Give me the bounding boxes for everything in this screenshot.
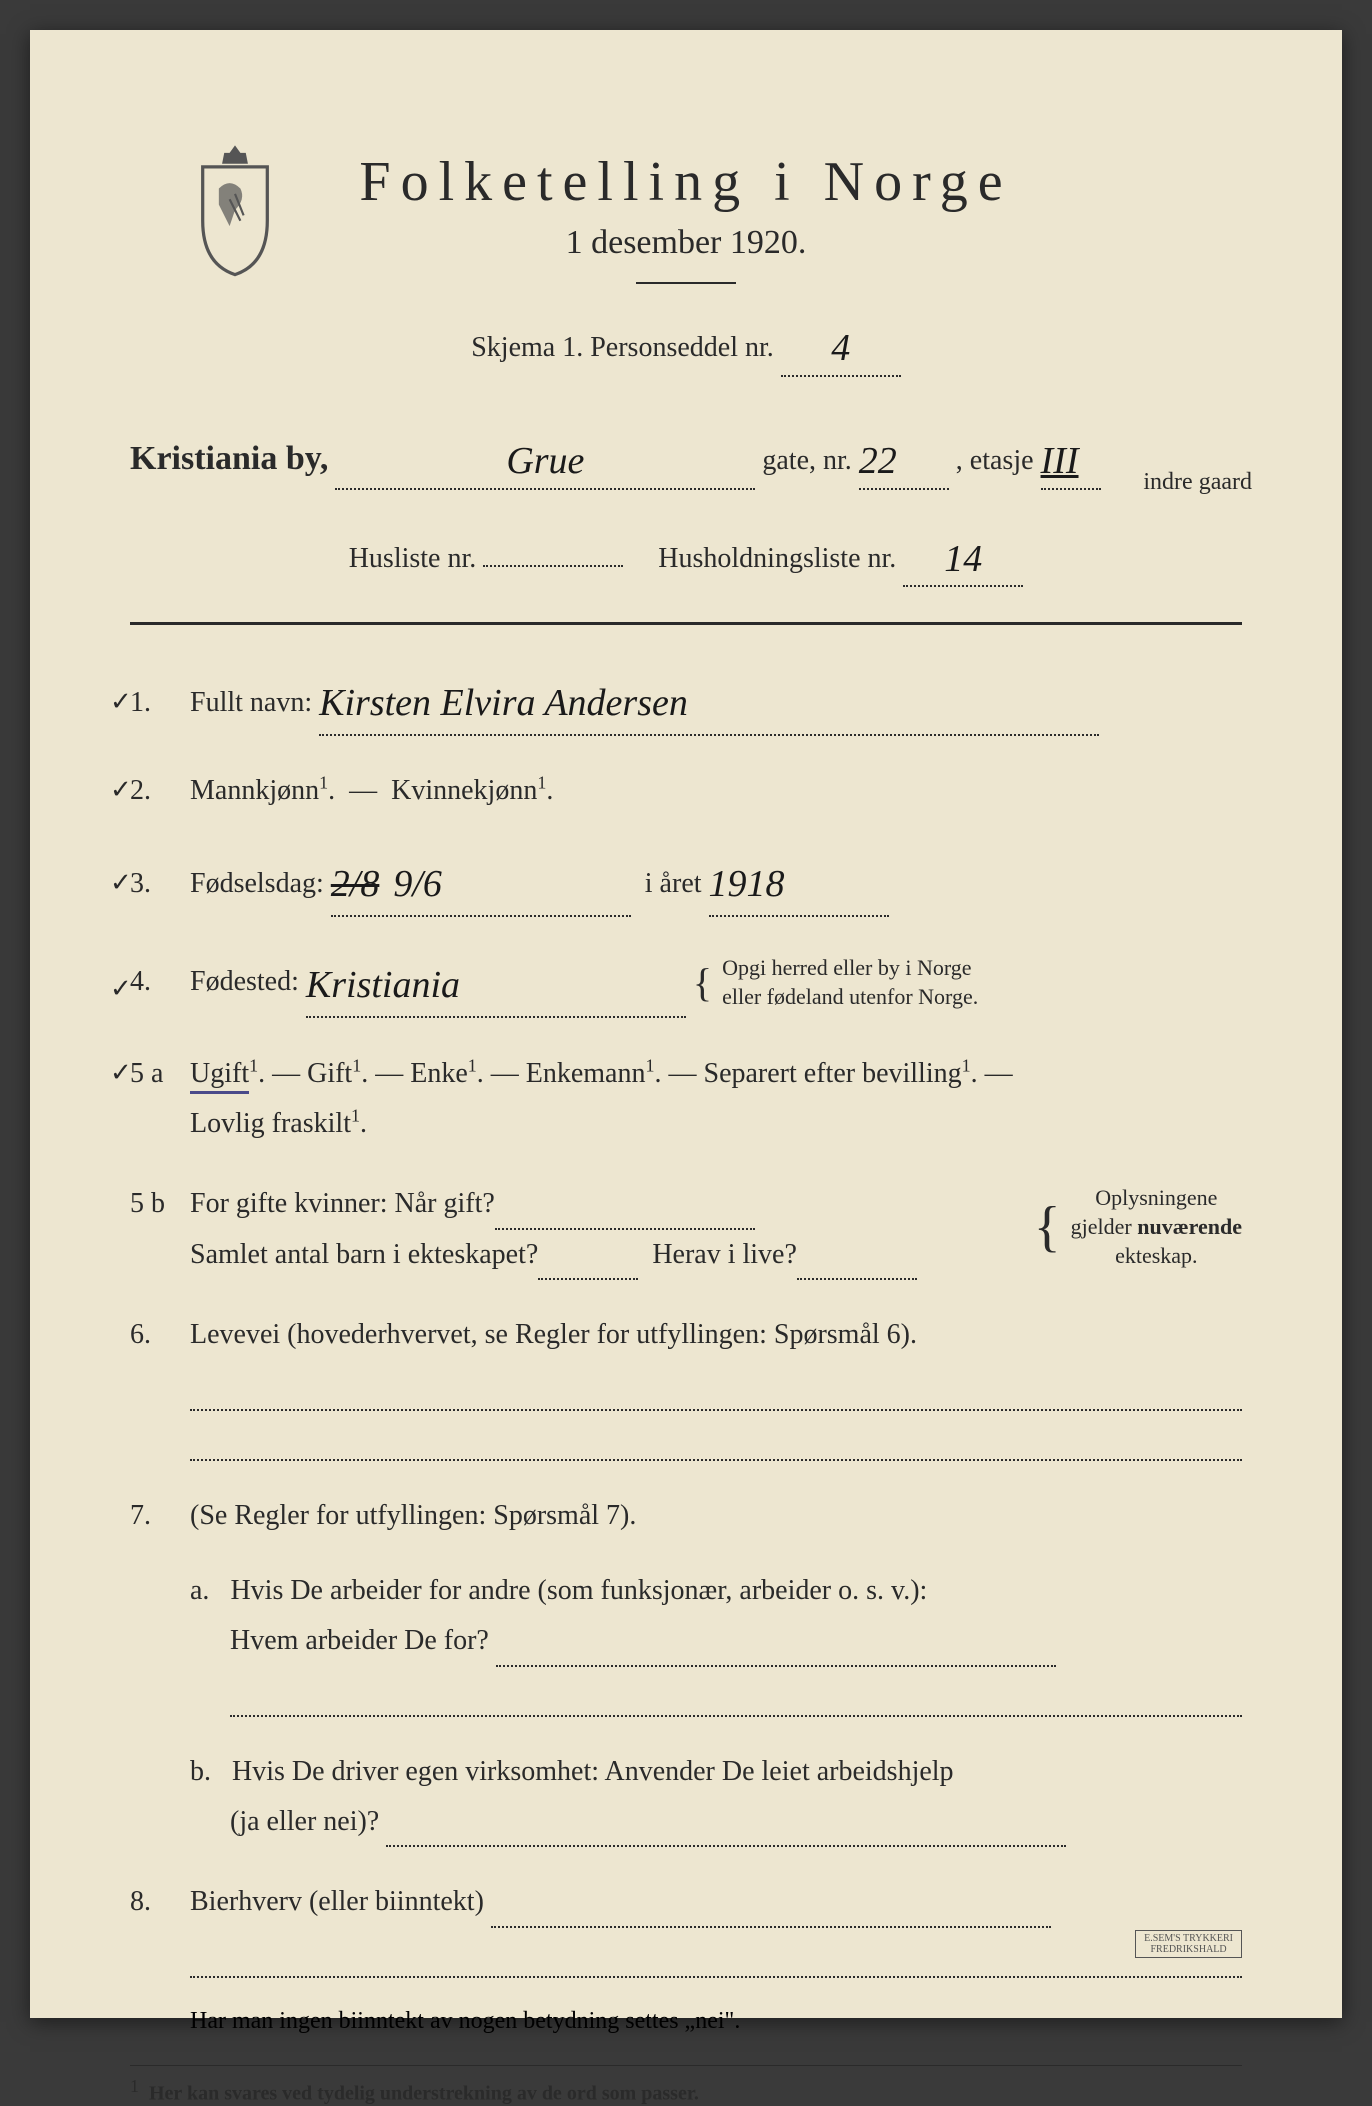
etasje-value: III [1041, 440, 1079, 482]
city-label: Kristiania by, [130, 440, 328, 477]
question-8: 8. Bierhverv (eller biinntekt) [130, 1877, 1242, 1977]
q3-year: 1918 [709, 863, 785, 905]
q3-struck: 2/8 [331, 863, 380, 905]
q3-year-label: i året [645, 868, 702, 899]
form-nr-value: 4 [831, 327, 850, 369]
husholdning-label: Husholdningsliste nr. [658, 543, 896, 574]
q7b-l2: (ja eller nei)? [230, 1806, 379, 1837]
gate-nr: 22 [859, 440, 897, 482]
q6-num: 6. [130, 1319, 151, 1350]
q7b-l1: Hvis De driver egen virksomhet: Anvender… [232, 1756, 954, 1787]
q3-day: 9/6 [393, 863, 442, 905]
q1-label: Fullt navn: [190, 687, 312, 718]
subtitle: 1 desember 1920. [130, 224, 1242, 262]
divider [636, 282, 736, 284]
section-divider [130, 622, 1242, 625]
printer-stamp: E.SEM'S TRYKKERI FREDRIKSHALD [1135, 1930, 1242, 1958]
q5a-num: 5 a [130, 1058, 163, 1089]
question-2: ✓2. Mannkjønn1. — Kvinnekjønn1. [130, 766, 1242, 816]
gate-label: gate, nr. [762, 445, 851, 476]
street-value: Grue [506, 440, 584, 482]
q2-num: 2. [130, 775, 151, 806]
husliste-label: Husliste nr. [349, 543, 477, 574]
question-3: ✓3. Fødselsdag: 2/8 9/6 i året 1918 [130, 846, 1242, 916]
q8-note: Har man ingen biinntekt av nogen betydni… [190, 2008, 1242, 2035]
q2-opt2: Kvinnekjønn [391, 775, 537, 806]
footnote-text: Her kan svares ved tydelig understreknin… [149, 2083, 699, 2105]
q8-label: Bierhverv (eller biinntekt) [190, 1886, 484, 1917]
q8-num: 8. [130, 1886, 151, 1917]
q4-num: 4. [130, 966, 151, 997]
q7a-l1: Hvis De arbeider for andre (som funksjon… [230, 1575, 927, 1606]
question-6: 6. Levevei (hovederhvervet, se Regler fo… [130, 1310, 1242, 1460]
q5b-note: Oplysningene gjelder nuværende ekteskap. [1071, 1184, 1242, 1270]
address-annotation: indre gaard [1143, 463, 1252, 501]
question-5b: 5 b For gifte kvinner: Når gift? Samlet … [130, 1179, 1242, 1280]
q5b-l2a: Samlet antal barn i ekteskapet? [190, 1239, 538, 1270]
question-4: ✓4. Fødested: Kristiania { Opgi herred e… [130, 947, 1242, 1019]
question-7: 7. (Se Regler for utfyllingen: Spørsmål … [130, 1491, 1242, 1848]
form-header: Folketelling i Norge 1 desember 1920. Sk… [130, 150, 1242, 377]
q7b-label: b. [190, 1756, 211, 1787]
q6-text: Levevei (hovederhvervet, se Regler for u… [190, 1319, 917, 1350]
q4-label: Fødested: [190, 957, 299, 1007]
q7-intro: (Se Regler for utfyllingen: Spørsmål 7). [190, 1500, 636, 1531]
q4-value: Kristiania [306, 964, 460, 1006]
form-label: Skjema 1. Personseddel nr. [471, 332, 774, 363]
main-title: Folketelling i Norge [130, 150, 1242, 214]
footnote: 1 Her kan svares ved tydelig understrekn… [130, 2065, 1242, 2106]
q7a-l2: Hvem arbeider De for? [230, 1625, 489, 1656]
q4-note: Opgi herred eller by i Norge eller fødel… [722, 954, 978, 1011]
q3-num: 3. [130, 868, 151, 899]
q5a-opt2: Gift [307, 1058, 352, 1089]
q2-opt1: Mannkjønn [190, 775, 319, 806]
q5a-opt4: Enkemann [526, 1058, 646, 1089]
census-form-page: Folketelling i Norge 1 desember 1920. Sk… [30, 30, 1342, 2018]
form-number-line: Skjema 1. Personseddel nr. 4 [130, 314, 1242, 377]
husliste-line: Husliste nr. Husholdningsliste nr. 14 [130, 525, 1242, 588]
question-5a: ✓5 a Ugift1. — Gift1. — Enke1. — Enkeman… [130, 1049, 1242, 1150]
q5b-l2b: Herav i live? [652, 1239, 797, 1270]
q1-value: Kirsten Elvira Andersen [319, 682, 688, 724]
address-line: Kristiania by, Grue gate, nr. 22 , etasj… [130, 427, 1242, 490]
q5b-l1: For gifte kvinner: Når gift? [190, 1188, 495, 1219]
etasje-label: , etasje [956, 445, 1034, 476]
q5a-opt6: Lovlig fraskilt [190, 1108, 351, 1139]
q5a-opt5: Separert efter bevilling [704, 1058, 962, 1089]
husholdning-nr: 14 [944, 538, 982, 580]
q7-num: 7. [130, 1500, 151, 1531]
q1-num: 1. [130, 687, 151, 718]
coat-of-arms-icon [180, 140, 290, 280]
q5a-opt3: Enke [410, 1058, 468, 1089]
q5a-opt1: Ugift [190, 1058, 249, 1094]
q5b-num: 5 b [130, 1188, 165, 1219]
q7a-label: a. [190, 1575, 209, 1606]
q3-label: Fødselsdag: [190, 868, 324, 899]
question-1: ✓1. Fullt navn: Kirsten Elvira Andersen [130, 665, 1242, 735]
